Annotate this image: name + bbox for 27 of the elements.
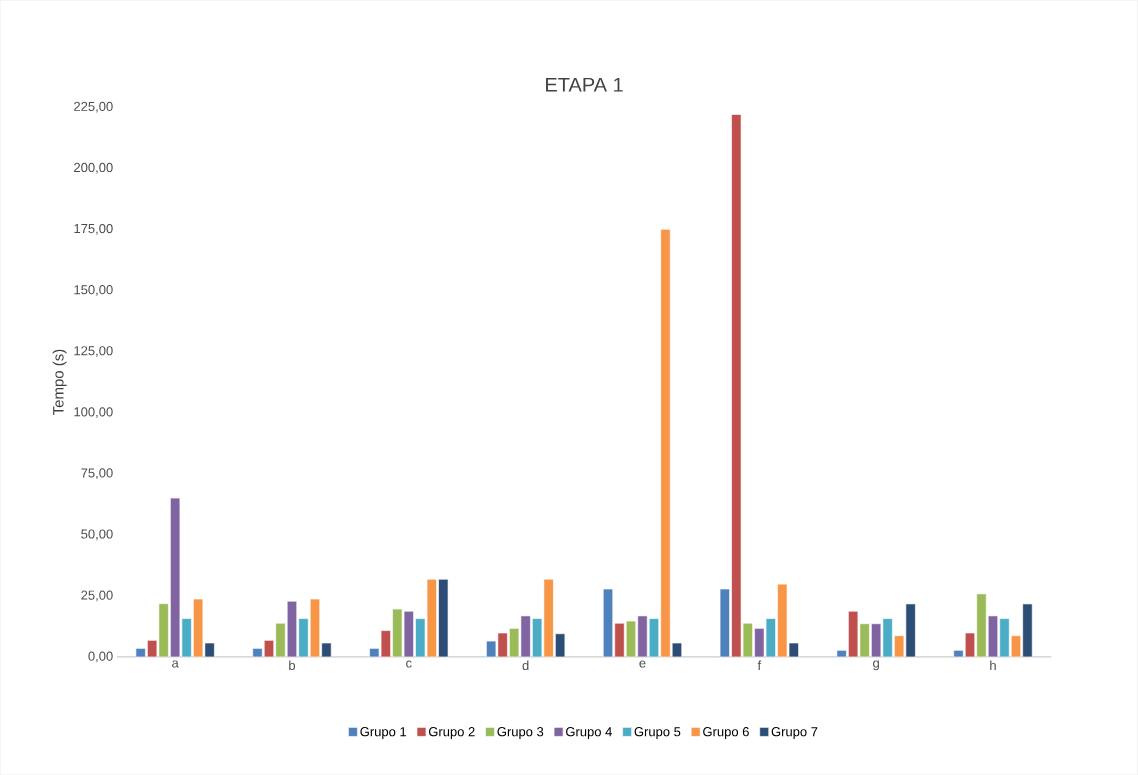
x-tick-label: f [757, 660, 762, 670]
y-tick-label: 175,00 [74, 223, 113, 235]
legend-label: Grupo 1 [360, 727, 407, 739]
y-tick-label: 75,00 [81, 468, 113, 480]
y-tick-label: 150,00 [74, 285, 113, 296]
y-tick-label: 225,00 [74, 101, 113, 113]
legend-label: Grupo 7 [771, 727, 818, 739]
y-tick-label: 200,00 [74, 162, 113, 174]
x-tick-label: b [289, 660, 296, 670]
y-tick-label: 25,00 [81, 590, 113, 602]
x-tick-label: h [990, 660, 996, 670]
legend-label: Grupo 2 [428, 727, 475, 739]
chart-title: ETAPA 1 [546, 77, 623, 92]
y-tick-label: 50,00 [81, 529, 113, 541]
legend-label: Grupo 4 [566, 727, 612, 739]
legend-label: Grupo 3 [497, 727, 544, 739]
x-tick-label: c [406, 660, 412, 668]
y-tick-label: 125,00 [74, 346, 113, 357]
x-tick-label: g [873, 660, 879, 671]
x-tick-label: d [522, 660, 529, 670]
legend-label: Grupo 5 [634, 727, 681, 739]
x-tick-label: e [639, 660, 646, 668]
y-tick-label: 100,00 [74, 407, 113, 418]
legend-label: Grupo 6 [703, 727, 749, 739]
x-tick-label: a [172, 660, 179, 668]
y-axis-title: Tempo (s) [52, 349, 67, 416]
y-tick-label: 0,00 [88, 651, 113, 663]
